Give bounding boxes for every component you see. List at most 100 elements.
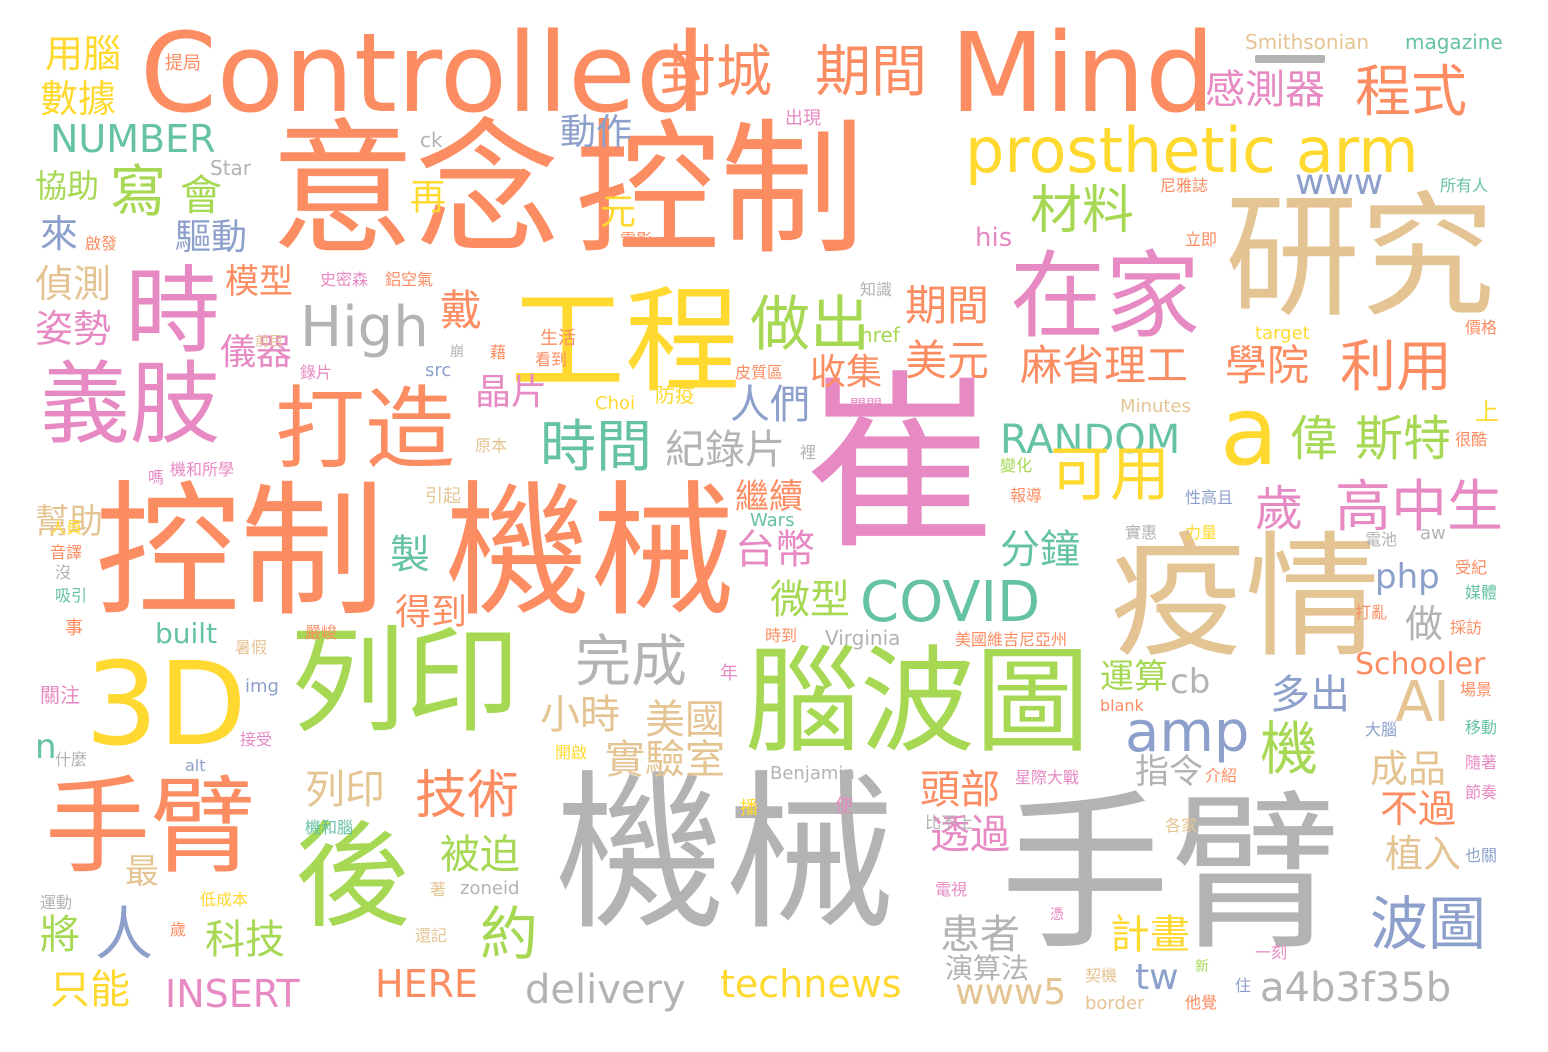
word: href	[860, 323, 900, 347]
word: 指令	[1135, 752, 1203, 792]
word: 移動	[1465, 718, 1498, 737]
word: 機械	[555, 756, 896, 954]
word: 驅動	[175, 217, 248, 258]
word: 沒	[55, 563, 72, 582]
word: n	[35, 727, 57, 767]
word: www	[1295, 162, 1384, 203]
word: 變化	[1000, 456, 1033, 475]
word: 來	[40, 212, 79, 256]
word: 收集	[810, 352, 883, 393]
word: a4b3f35b	[1260, 965, 1452, 1011]
word: aw	[1420, 523, 1446, 544]
word: 人員	[50, 518, 83, 537]
word: 美元	[905, 336, 990, 385]
word: 尼雅誌	[1160, 176, 1209, 195]
word: 期間	[905, 281, 990, 330]
word: 手臂	[45, 766, 256, 888]
word: RANDOM	[1000, 417, 1181, 463]
word: 看到	[535, 350, 568, 369]
word: 工程	[510, 275, 741, 409]
word: 意念	[270, 106, 560, 275]
word: 只能	[50, 967, 130, 1013]
word: delivery	[525, 967, 686, 1013]
word: 星際大戰	[1015, 768, 1080, 787]
word: 麻省理工	[1020, 341, 1189, 390]
word: 電影	[620, 230, 653, 249]
word: 生活	[540, 328, 576, 349]
word: 義肢	[40, 352, 220, 457]
word: 期間	[815, 40, 927, 105]
word: 人	[95, 900, 154, 968]
word: 數據	[40, 77, 117, 121]
word: 嚴峻	[305, 623, 338, 642]
word: 著	[430, 880, 447, 899]
word: 多出	[1270, 672, 1350, 718]
word: border	[1085, 993, 1145, 1014]
word: 控制	[95, 468, 385, 637]
word: 出現	[785, 108, 821, 129]
word: Wars	[750, 510, 795, 531]
word: 史密森	[320, 270, 369, 289]
word: 約	[480, 900, 539, 968]
word: 腦波圖	[745, 635, 1091, 769]
word: 所有人	[1440, 176, 1489, 195]
word: 元	[600, 192, 637, 233]
word: 崔	[805, 354, 996, 575]
word: 成品	[1370, 747, 1447, 791]
word: 分鐘	[1000, 527, 1080, 573]
word: 研究	[1225, 179, 1495, 336]
word: 波圖	[1370, 890, 1487, 958]
word: 價格	[1465, 318, 1498, 337]
word: 引起	[425, 486, 461, 507]
word: 人們	[730, 382, 810, 428]
word: magazine	[1405, 30, 1503, 54]
word: 音譯	[50, 543, 83, 562]
word: 美國	[645, 697, 725, 743]
word: 電池	[1365, 530, 1398, 549]
word: 偉	[1290, 411, 1339, 467]
word: 知識	[860, 280, 893, 299]
word: 大腦	[1365, 720, 1398, 739]
word: Minutes	[1120, 396, 1191, 417]
word: 電視	[935, 880, 968, 899]
word: 暑假	[235, 638, 268, 657]
word: 計畫	[1110, 912, 1190, 958]
word: 上	[1475, 398, 1499, 426]
word: 防疫	[655, 383, 695, 407]
word: 很酷	[1455, 430, 1488, 449]
word: 機和所學	[170, 460, 235, 479]
word: 低成本	[200, 890, 249, 909]
word: 報導	[1010, 486, 1043, 505]
word: 原本	[475, 436, 508, 455]
word: 材料	[1030, 181, 1135, 241]
word: 寫	[110, 160, 166, 225]
word: tw	[1135, 957, 1179, 998]
word: 各家	[1165, 816, 1198, 835]
word: 偵測	[35, 262, 112, 306]
word: 高中生	[1335, 475, 1503, 540]
word: 動作	[560, 112, 633, 153]
word: 模型	[225, 262, 293, 302]
word: built	[155, 617, 218, 650]
word: 實惠	[1125, 523, 1158, 542]
word: 實驗室	[605, 737, 725, 783]
word: 透過	[930, 812, 1010, 858]
word: 植入	[1385, 832, 1462, 876]
word: 列印	[290, 615, 521, 749]
word: 節奏	[1465, 783, 1498, 802]
word: 封城	[660, 40, 772, 105]
word: 3D	[85, 638, 247, 772]
word: 立即	[1185, 230, 1218, 249]
word: 住	[1235, 976, 1252, 995]
word: INSERT	[165, 972, 300, 1016]
word: 時到	[765, 626, 798, 645]
word: 手臂	[1000, 776, 1341, 974]
word: 機	[1260, 715, 1319, 783]
word: prosthetic arm	[965, 114, 1419, 187]
word: 時間	[540, 415, 652, 480]
word: 小時	[540, 692, 620, 738]
word: 頭部	[920, 767, 1000, 813]
dash-mark	[1255, 55, 1325, 63]
word: 隨著	[1465, 753, 1498, 772]
word: 運算	[1100, 657, 1168, 697]
